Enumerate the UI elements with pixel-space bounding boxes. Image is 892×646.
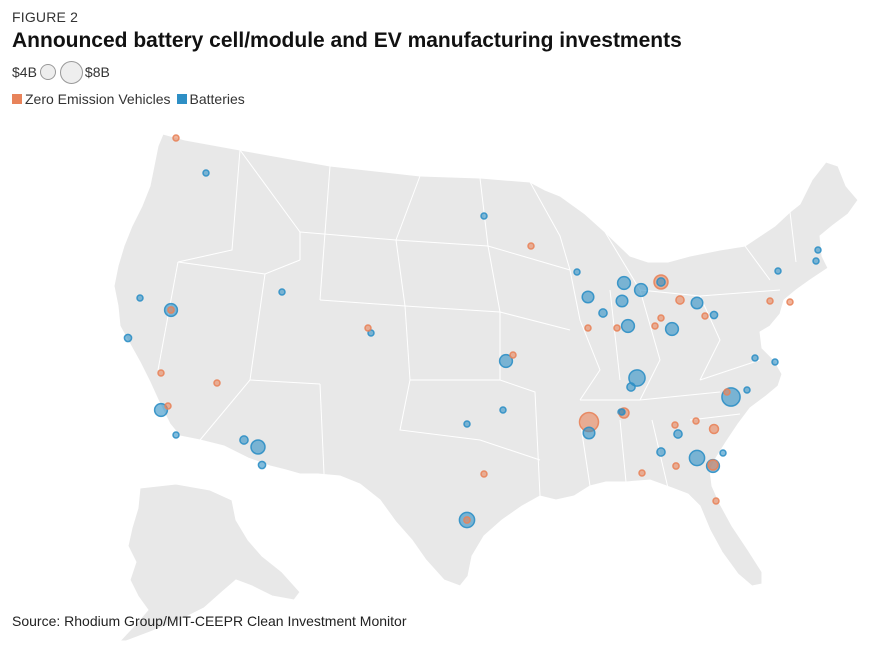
battery-north-carolina-east-bubble [743, 386, 751, 394]
zev-mississippi-bubble [638, 469, 646, 477]
battery-west-virginia-bubble [771, 358, 779, 366]
legend-item-batteries: Batteries [176, 91, 245, 107]
zev-central-california-bubble [157, 369, 165, 377]
zev-ohio-east-bubble [701, 312, 709, 320]
zev-georgia-bubble [708, 423, 720, 435]
size-legend-small-label: $4B [12, 64, 37, 80]
battery-indiana-north-bubble [598, 308, 608, 318]
battery-georgia-bubble [688, 449, 706, 467]
zev-nevada-south-bubble [213, 379, 221, 387]
battery-new-england-bubble [814, 246, 822, 254]
zev-indiana-bubble [651, 322, 659, 330]
zev-kansas-bubble [509, 351, 517, 359]
battery-georgia-north-bubble [673, 429, 683, 439]
figure-label: FIGURE 2 [12, 9, 79, 25]
battery-oklahoma-bubble [463, 420, 471, 428]
zev-georgia-north-bubble [671, 421, 679, 429]
legend-swatch-zev [12, 94, 22, 104]
battery-michigan-a-bubble [616, 275, 632, 291]
zev-s-california-bubble [164, 402, 172, 410]
alaska-shape [118, 483, 301, 642]
battery-maine-south-bubble [812, 257, 820, 265]
state-borders [157, 149, 797, 497]
battery-washington-bubble [202, 169, 210, 177]
bubble-layer [123, 134, 822, 529]
battery-arizona-south-bubble [257, 460, 267, 470]
battery-new-york-bubble [774, 267, 782, 275]
legend-label-batteries: Batteries [189, 91, 245, 107]
size-legend-small-circle [39, 64, 56, 80]
zev-tennessee-east-bubble [692, 417, 700, 425]
zev-texas-north-bubble [480, 470, 488, 478]
zev-south-carolina-bubble [707, 459, 719, 471]
battery-michigan-b-bubble [633, 282, 649, 298]
battery-san-diego-bubble [172, 431, 180, 439]
battery-oklahoma-north-bubble [499, 406, 507, 414]
battery-detroit-bubble [656, 277, 666, 287]
battery-north-dakota-bubble [480, 212, 488, 220]
battery-alabama-north-bubble [656, 447, 666, 457]
zev-illinois-bubble [584, 324, 592, 332]
battery-georgia-coast-bubble [719, 449, 727, 457]
battery-kentucky-south-bubble [626, 382, 636, 392]
battery-phoenix-large-bubble [250, 439, 266, 455]
zev-alabama-bubble [672, 462, 680, 470]
legend-label-zev: Zero Emission Vehicles [25, 91, 171, 107]
battery-ohio-east-bubble [709, 310, 719, 320]
battery-kansas-bubble [498, 353, 514, 369]
battery-kentucky-bubble [628, 369, 646, 387]
size-legend: $4B $8B [12, 60, 110, 84]
legend-swatch-batteries [176, 94, 187, 104]
chart-title: Announced battery cell/module and EV man… [12, 29, 682, 52]
battery-illinois-north-bubble [581, 290, 595, 304]
battery-ohio-bubble [664, 321, 680, 337]
zev-pennsylvania-bubble [766, 297, 774, 305]
zev-austin-bubble [463, 516, 471, 524]
battery-ohio-north-bubble [690, 296, 704, 310]
battery-indiana-bubble [620, 318, 636, 334]
battery-bay-area-bubble [123, 333, 133, 343]
battery-idaho-bubble [278, 288, 286, 296]
color-legend: Zero Emission Vehicles Batteries [12, 91, 251, 107]
battery-n-california-bubble [136, 294, 144, 302]
battery-michigan-west-bubble [615, 294, 629, 308]
zev-colorado-bubble [364, 324, 372, 332]
zev-florida-north-bubble [712, 497, 720, 505]
zev-north-carolina-bubble [723, 388, 731, 396]
battery-tennessee-west-bubble [582, 426, 596, 440]
zev-ohio-bubble [657, 314, 665, 322]
size-legend-large-circle [59, 60, 83, 84]
legend-item-zev: Zero Emission Vehicles [12, 91, 171, 107]
zev-new-jersey-bubble [786, 298, 794, 306]
battery-virginia-bubble [751, 354, 759, 362]
battery-wisconsin-bubble [573, 268, 581, 276]
zev-ohio-west-bubble [613, 324, 621, 332]
battery-tennessee-bubble [618, 408, 626, 416]
size-legend-large-label: $8B [84, 64, 110, 80]
zev-ohio-north-bubble [675, 295, 685, 305]
zev-reno-bubble [167, 306, 175, 314]
zev-minnesota-bubble [527, 242, 535, 250]
zev-washington-bubble [172, 134, 180, 142]
battery-s-california-bubble [153, 402, 169, 418]
battery-phoenix-small-bubble [239, 435, 249, 445]
source-note: Source: Rhodium Group/MIT-CEEPR Clean In… [12, 613, 407, 629]
